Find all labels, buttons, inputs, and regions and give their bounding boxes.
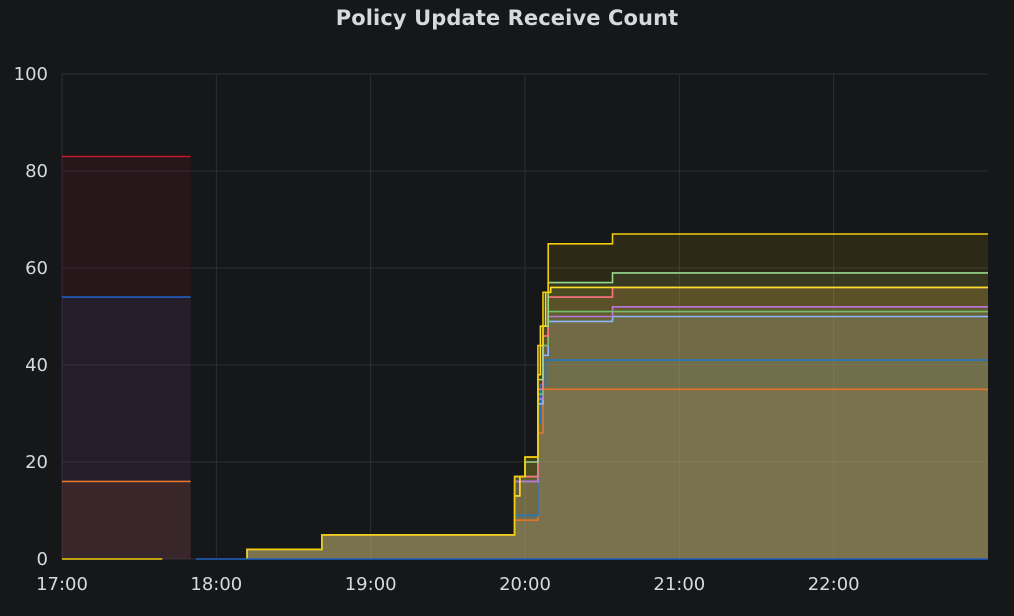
y-axis-ticks: 0 20 40 60 80 100 [14, 64, 48, 570]
series-area-9 [247, 272, 988, 559]
y-tick-label: 60 [25, 258, 48, 279]
series-area-4 [247, 360, 988, 559]
y-tick-label: 20 [25, 452, 48, 473]
series-area-1 [62, 297, 191, 559]
y-tick-label: 100 [14, 64, 48, 85]
x-tick-label: 21:00 [653, 574, 705, 595]
series-line-11[interactable] [246, 233, 988, 559]
x-tick-label: 17:00 [36, 574, 88, 595]
series-area-0 [62, 156, 191, 559]
series-area-10 [247, 287, 988, 559]
x-tick-label: 18:00 [190, 574, 242, 595]
series-area-5 [247, 316, 988, 559]
series-area-8 [247, 287, 988, 559]
series-area-7 [247, 311, 988, 559]
x-tick-label: 22:00 [808, 574, 860, 595]
series-area-3 [247, 389, 988, 559]
x-tick-label: 19:00 [345, 574, 397, 595]
series-area-11 [247, 234, 988, 559]
x-axis-ticks: 17:00 18:00 19:00 20:00 21:00 22:00 [36, 574, 860, 595]
y-tick-label: 80 [25, 161, 48, 182]
y-tick-label: 0 [37, 549, 48, 570]
x-tick-label: 20:00 [499, 574, 551, 595]
series-lines [62, 155, 988, 560]
panel-title: Policy Update Receive Count [335, 6, 679, 30]
series-fills [62, 156, 988, 559]
series-area-2 [62, 481, 191, 559]
y-tick-label: 40 [25, 355, 48, 376]
series-area-6 [247, 306, 988, 559]
